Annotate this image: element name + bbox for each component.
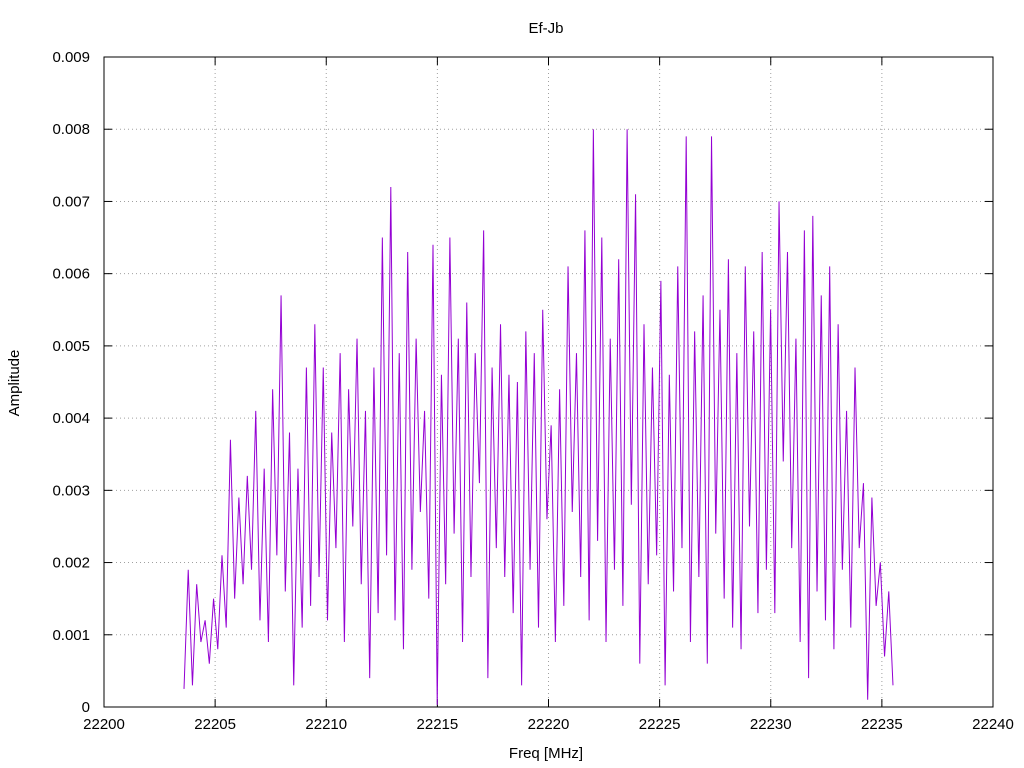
series-line	[183, 129, 894, 705]
x-tick-label: 22225	[639, 716, 681, 733]
x-axis-label: Freq [MHz]	[509, 745, 583, 762]
x-tick-label: 22220	[528, 716, 570, 733]
y-tick-label: 0.004	[52, 410, 90, 427]
y-tick-label: 0.003	[52, 482, 90, 499]
y-tick-label: 0.001	[52, 627, 90, 644]
y-tick-label: 0.008	[52, 121, 90, 138]
x-tick-label: 22240	[972, 716, 1014, 733]
x-tick-label: 22215	[417, 716, 459, 733]
tick-labels: 22200 22205 22210 22215 22220 22225 22230 22235…	[52, 49, 1013, 733]
y-tick-label: 0.007	[52, 193, 90, 210]
y-axis-label: Amplitude	[6, 350, 23, 417]
chart-title: Ef-Jb	[528, 20, 563, 37]
plot-frame	[103, 56, 994, 708]
y-tick-label: 0.005	[52, 338, 90, 355]
x-tick-label: 22205	[194, 716, 236, 733]
y-tick-label: 0	[82, 699, 90, 716]
x-tick-label: 22230	[750, 716, 792, 733]
grid	[104, 57, 993, 707]
y-tick-label: 0.002	[52, 555, 90, 572]
x-tick-label: 22200	[83, 716, 125, 733]
x-tick-label: 22210	[305, 716, 347, 733]
y-tick-label: 0.006	[52, 266, 90, 283]
y-tick-label: 0.009	[52, 49, 90, 66]
x-tick-label: 22235	[861, 716, 903, 733]
plot-area	[183, 129, 894, 705]
